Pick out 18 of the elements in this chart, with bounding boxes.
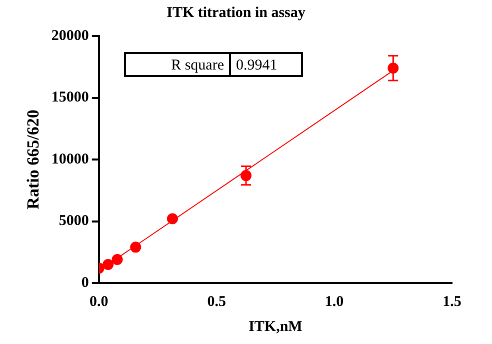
y-axis-title: Ratio 665/620	[24, 110, 43, 210]
y-tick-label: 10000	[51, 151, 89, 168]
annotation: R square	[171, 57, 224, 74]
y-tick-label: 0	[81, 274, 89, 291]
y-tick-label: 5000	[58, 213, 89, 230]
x-tick-label: 1.5	[442, 294, 462, 310]
x-axis-title: ITK,nM	[248, 318, 302, 335]
x-tick-label: 1.0	[324, 294, 344, 310]
point	[130, 242, 142, 253]
x-tick-label: 0.5	[207, 294, 226, 310]
point	[102, 258, 114, 270]
point	[166, 213, 178, 224]
annotation: 0.9941	[236, 57, 278, 74]
x-tick-label: 0.0	[90, 294, 108, 310]
y-tick-label: 20000	[51, 28, 89, 44]
chart-title: ITK titration in assay	[166, 4, 306, 21]
y-tick-label: 15000	[51, 90, 89, 106]
point	[112, 254, 123, 266]
